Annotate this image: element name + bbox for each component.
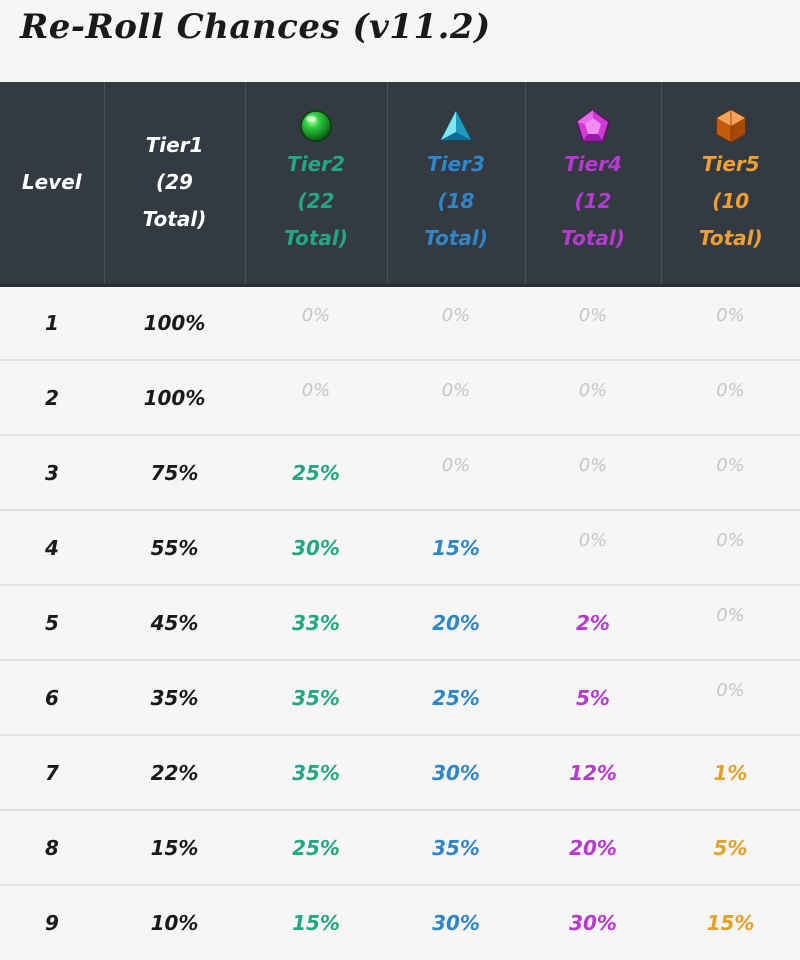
tier3-chance-cell: 30%: [432, 760, 480, 785]
purple-pentagon-gem-icon: [576, 109, 610, 142]
tier3-chance-cell: 0%: [441, 455, 471, 476]
table-row: 8 15% 25% 35% 20% 5%: [0, 810, 800, 885]
tier2-chance-cell: 35%: [292, 685, 340, 710]
header-tier5-label: Tier5: [701, 152, 760, 177]
table-row: 1 100% 0% 0% 0% 0%: [0, 285, 800, 360]
level-cell: 9: [45, 911, 59, 935]
tier2-chance-cell: 30%: [292, 535, 340, 560]
table-body: 1 100% 0% 0% 0% 0% 2 100% 0% 0% 0% 0% 3 75% 25% 0% 0% 0% 4…: [0, 285, 800, 960]
tier2-chance-cell: 25%: [292, 835, 340, 860]
tier4-chance-cell: 5%: [576, 685, 610, 710]
tier1-chance-cell: 55%: [150, 535, 199, 560]
tier2-chance-cell: 35%: [292, 760, 340, 785]
tier3-chance-cell: 20%: [432, 610, 480, 635]
tier4-chance-cell: 0%: [578, 380, 608, 401]
header-tier1-count: (29: [156, 170, 193, 195]
tier5-chance-cell: 1%: [713, 760, 748, 785]
tier4-chance-cell: 0%: [578, 305, 608, 327]
tier5-chance-cell: 15%: [706, 911, 755, 935]
header-level-label: Level: [21, 170, 82, 195]
header-tier2: Tier2 (22 Total): [245, 82, 388, 287]
level-cell: 7: [45, 760, 59, 785]
reroll-chances-table: Level Tier1 (29 Total): [0, 82, 800, 960]
tier1-chance-cell: 75%: [150, 460, 199, 485]
tier4-chance-cell: 30%: [569, 911, 617, 935]
tier2-chance-cell: 15%: [292, 911, 340, 935]
header-tier5-total: Total): [698, 226, 763, 251]
tier3-chance-cell: 15%: [432, 535, 480, 560]
header-tier4-count: (12: [574, 189, 612, 214]
level-cell: 8: [45, 835, 59, 860]
tier5-chance-cell: 0%: [716, 380, 745, 401]
tier1-chance-cell: 45%: [150, 610, 199, 635]
header-tier3-count: (18: [437, 189, 475, 214]
tier1-chance-cell: 10%: [150, 911, 199, 935]
table-row: 9 10% 15% 30% 30% 15%: [0, 885, 800, 960]
tier5-chance-cell: 5%: [713, 835, 748, 860]
level-cell: 3: [45, 460, 59, 485]
tier2-chance-cell: 0%: [301, 305, 331, 327]
level-cell: 6: [45, 685, 59, 710]
level-cell: 2: [45, 385, 59, 410]
blue-triangle-gem-icon: [439, 109, 473, 141]
header-tier4-total: Total): [561, 226, 625, 251]
header-tier2-total: Total): [284, 226, 348, 251]
header-tier1-total: Total): [142, 207, 207, 232]
tier1-chance-cell: 15%: [150, 835, 199, 860]
table-row: 4 55% 30% 15% 0% 0%: [0, 510, 800, 585]
tier2-chance-cell: 25%: [292, 460, 340, 485]
tier4-chance-cell: 12%: [569, 760, 617, 785]
header-tier1: Tier1 (29 Total): [104, 82, 246, 287]
tier4-chance-cell: 2%: [576, 610, 610, 635]
table-row: 3 75% 25% 0% 0% 0%: [0, 435, 800, 510]
tier3-chance-cell: 30%: [432, 911, 480, 935]
tier5-chance-cell: 0%: [716, 455, 745, 476]
level-cell: 5: [45, 610, 59, 635]
header-level: Level: [0, 82, 105, 287]
table-header-row: Level Tier1 (29 Total): [0, 82, 800, 287]
header-tier2-count: (22: [297, 189, 335, 214]
tier1-chance-cell: 22%: [150, 760, 199, 785]
tier5-chance-cell: 0%: [716, 305, 745, 327]
header-tier5-count: (10: [712, 189, 750, 214]
tier1-chance-cell: 100%: [143, 385, 206, 410]
tier3-chance-cell: 35%: [432, 835, 480, 860]
table-row: 6 35% 35% 25% 5% 0%: [0, 660, 800, 735]
tier3-chance-cell: 25%: [432, 685, 480, 710]
header-tier4: Tier4 (12 Total): [525, 82, 662, 287]
table-row: 5 45% 33% 20% 2% 0%: [0, 585, 800, 660]
header-tier4-label: Tier4: [564, 152, 622, 177]
header-tier3-label: Tier3: [427, 152, 485, 177]
tier4-chance-cell: 20%: [569, 835, 617, 860]
page-title: Re-Roll Chances (v11.2): [20, 7, 491, 47]
tier5-chance-cell: 0%: [716, 605, 745, 626]
header-tier3-total: Total): [424, 226, 488, 251]
tier1-chance-cell: 35%: [150, 685, 199, 710]
tier4-chance-cell: 0%: [578, 530, 608, 551]
header-tier5: Tier5 (10 Total): [661, 82, 800, 287]
level-cell: 1: [45, 310, 59, 335]
tier2-chance-cell: 0%: [301, 380, 331, 401]
level-cell: 4: [45, 535, 59, 560]
header-tier1-label: Tier1: [145, 133, 204, 158]
header-tier3: Tier3 (18 Total): [387, 82, 526, 287]
tier4-chance-cell: 0%: [578, 455, 608, 476]
tier3-chance-cell: 0%: [441, 305, 471, 327]
green-orb-icon: [300, 110, 332, 142]
header-tier2-label: Tier2: [287, 152, 345, 177]
tier3-chance-cell: 0%: [441, 380, 471, 401]
tier1-chance-cell: 100%: [143, 310, 206, 335]
orange-hexagon-gem-icon: [716, 109, 746, 144]
tier2-chance-cell: 33%: [292, 610, 340, 635]
tier5-chance-cell: 0%: [716, 530, 745, 551]
table-row: 7 22% 35% 30% 12% 1%: [0, 735, 800, 810]
tier5-chance-cell: 0%: [716, 680, 745, 701]
table-row: 2 100% 0% 0% 0% 0%: [0, 360, 800, 435]
